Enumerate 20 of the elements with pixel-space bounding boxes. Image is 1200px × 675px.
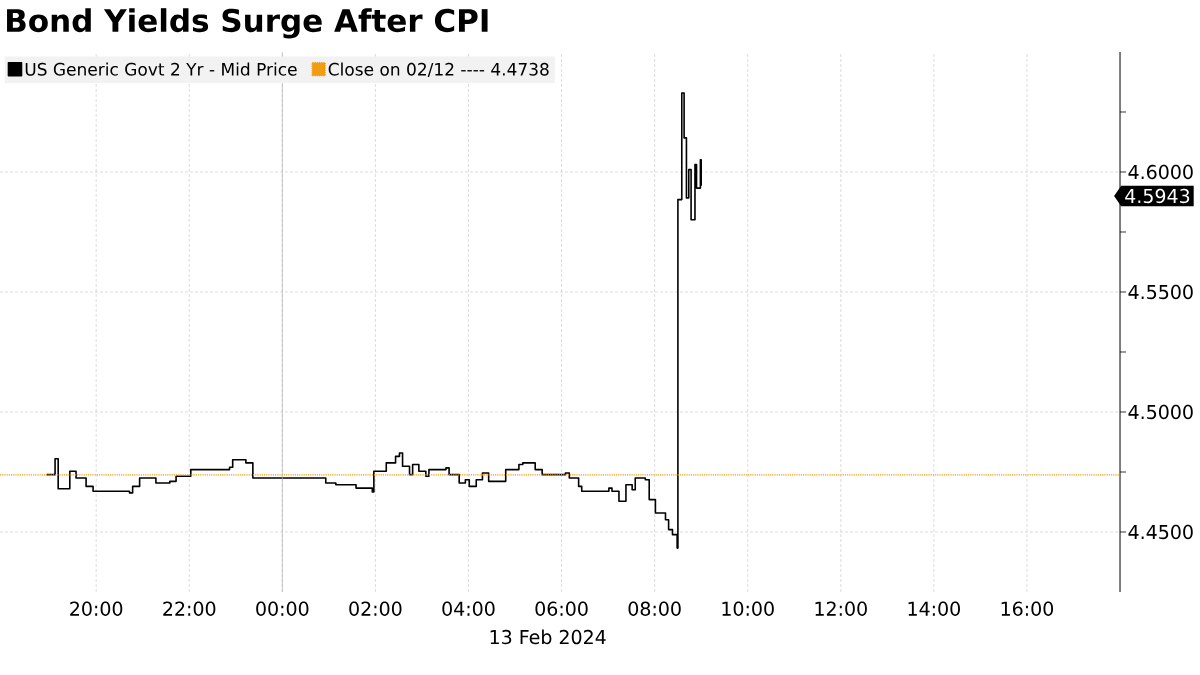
x-tick-label: 20:00 <box>70 601 123 616</box>
x-tick-label: 02:00 <box>349 601 402 616</box>
x-tick-label: 14:00 <box>908 601 960 616</box>
chart-title: Bond Yields Surge After CPI <box>7 8 488 39</box>
legend-label: US Generic Govt 2 Yr - Mid Price <box>25 62 297 76</box>
x-tick-label: 08:00 <box>628 601 681 616</box>
x-tick-label: 16:00 <box>1001 601 1054 616</box>
y-tick-label: 4.6000 <box>1128 164 1193 180</box>
x-axis-title: 13 Feb 2024 <box>490 629 606 645</box>
y-tick-label: 4.5000 <box>1128 404 1193 420</box>
x-tick-label: 22:00 <box>163 601 216 616</box>
x-tick-label: 00:00 <box>256 601 309 616</box>
x-tick-label: 06:00 <box>535 601 588 616</box>
y-tick-label: 4.5500 <box>1128 284 1193 300</box>
x-tick-label: 12:00 <box>815 601 867 616</box>
text: 4.5943 <box>1125 188 1190 204</box>
legend-label: Close on 02/12 ---- 4.4738 <box>328 62 549 78</box>
x-tick-label: 04:00 <box>442 601 495 616</box>
x-tick-label: 10:00 <box>722 601 774 616</box>
y-tick-label: 4.4500 <box>1128 524 1193 540</box>
